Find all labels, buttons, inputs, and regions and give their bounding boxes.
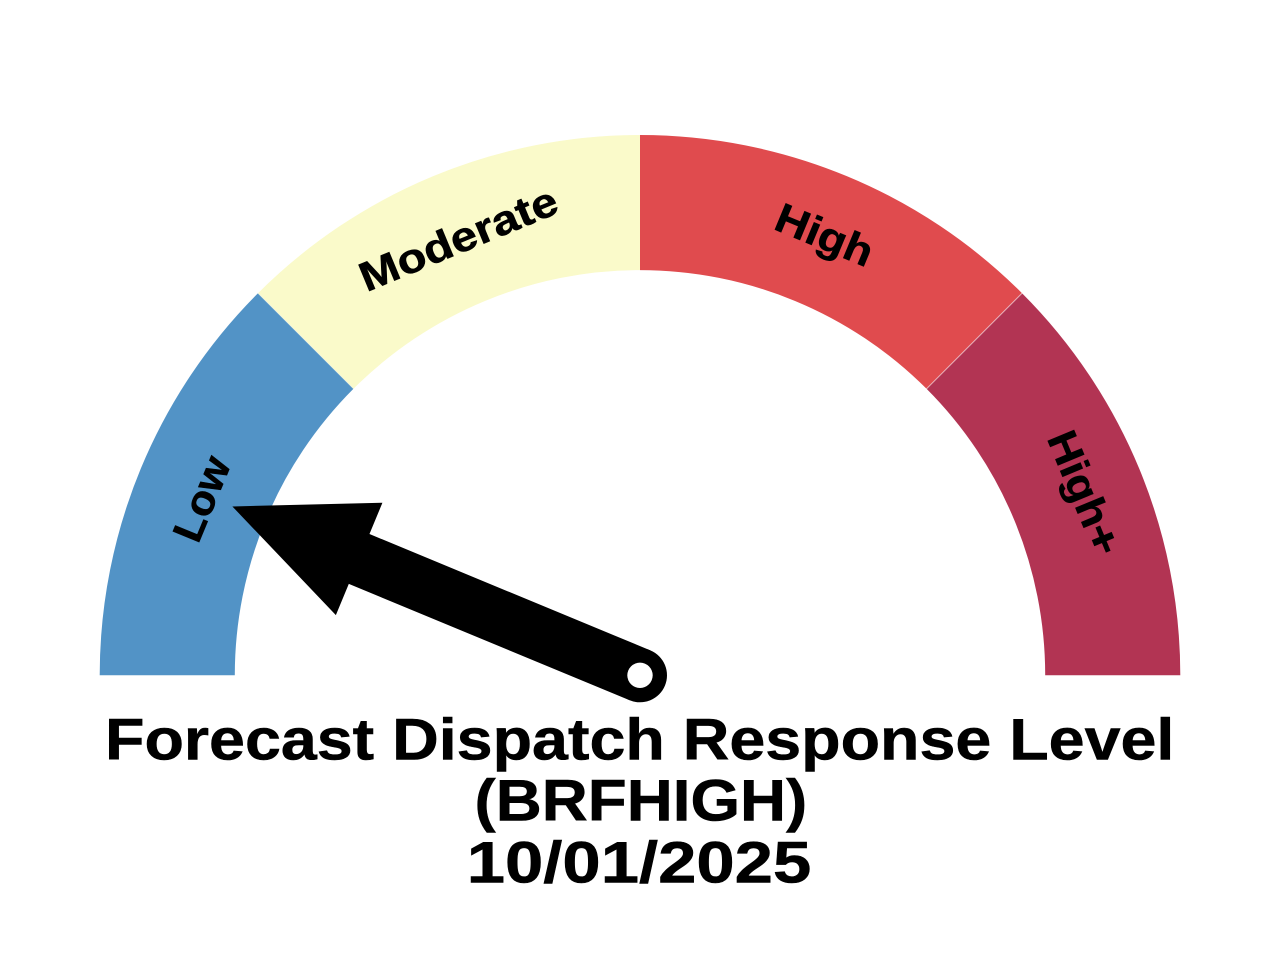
svg-text:10/01/2025: 10/01/2025 (467, 830, 812, 895)
svg-text:Forecast Dispatch Response Lev: Forecast Dispatch Response Level (105, 707, 1174, 772)
svg-text:(BRFHIGH): (BRFHIGH) (475, 769, 808, 834)
